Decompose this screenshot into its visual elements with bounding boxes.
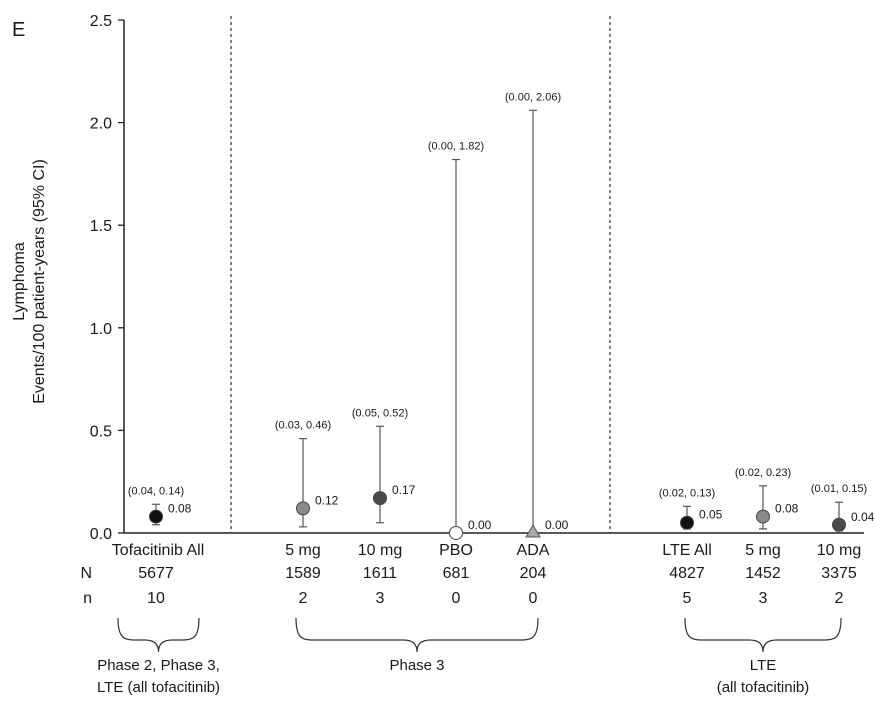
- category-n-value: 3: [376, 590, 385, 607]
- group-label: (all tofacitinib): [717, 679, 810, 696]
- y-axis-label-line-2: Events/100 patient-years (95% CI): [31, 159, 48, 404]
- category-n-value: 2: [299, 590, 308, 607]
- group-braces: Phase 2, Phase 3, LTE (all tofacitinib) Ph…: [97, 617, 842, 696]
- category-label: 10 mg: [358, 542, 402, 559]
- category-N-value: 1611: [363, 565, 398, 582]
- category-label: 5 mg: [745, 542, 781, 559]
- value-label: 0.08: [775, 502, 799, 516]
- data-point: [525, 524, 541, 538]
- data-point: [832, 517, 846, 532]
- category-N-value: 1589: [285, 565, 321, 582]
- ci-label: (0.01, 0.15): [811, 483, 867, 495]
- data-point-group: 0.17 (0.05, 0.52): [352, 407, 416, 524]
- data-point-group: 0.00 (0.00, 1.82): [428, 141, 492, 540]
- category-N-value: 204: [520, 565, 547, 582]
- ci-label: (0.04, 0.14): [128, 485, 184, 497]
- data-point: [373, 491, 387, 506]
- data-point-group: 0.12 (0.03, 0.46): [275, 420, 339, 528]
- group-brace: [684, 617, 842, 653]
- axes: [123, 20, 864, 534]
- data-point-group: 0.00 (0.00, 2.06): [505, 91, 569, 538]
- category-N-value: 3375: [821, 565, 857, 582]
- category-N-value: 5677: [138, 565, 174, 582]
- data-point-group: 0.04 (0.01, 0.15): [811, 483, 875, 532]
- value-label: 0.12: [315, 493, 339, 507]
- category-label: LTE All: [662, 542, 712, 559]
- value-label: 0.08: [168, 502, 192, 516]
- category-n-value: 0: [529, 590, 538, 607]
- y-ticks: 0.0 0.5 1.0 1.5 2.0 2.5: [90, 13, 124, 543]
- value-label: 0.00: [468, 518, 492, 532]
- group-label: Phase 3: [389, 657, 444, 674]
- data-point: [756, 509, 770, 524]
- panel-letter: E: [12, 19, 25, 41]
- data-point: [680, 515, 694, 530]
- ci-label: (0.00, 2.06): [505, 91, 561, 103]
- y-tick-label: 1.5: [90, 218, 112, 235]
- category-labels: Nn Tofacitinib All 5677 10 5 mg 1589 2 10 mg 161…: [80, 542, 861, 607]
- data-point-group: 0.08 (0.04, 0.14): [128, 485, 192, 526]
- category-n-value: 0: [452, 590, 461, 607]
- group-label: LTE (all tofacitinib): [97, 679, 220, 696]
- y-tick-label: 2.5: [90, 13, 112, 30]
- group-brace: [117, 617, 200, 653]
- data-point-group: 0.08 (0.02, 0.23): [735, 467, 799, 530]
- row-label-n: n: [83, 590, 92, 607]
- y-tick-label: 1.0: [90, 321, 112, 338]
- y-tick-label: 0.0: [90, 526, 112, 543]
- category-n-value: 10: [147, 590, 165, 607]
- group-label: LTE: [750, 657, 776, 674]
- value-label: 0.00: [545, 518, 569, 532]
- row-label-N: N: [80, 565, 92, 582]
- category-label: 10 mg: [817, 542, 861, 559]
- value-label: 0.04: [851, 510, 875, 524]
- category-N-value: 4827: [669, 565, 705, 582]
- y-axis-label: Lymphoma Events/100 patient-years (95% C…: [11, 159, 48, 404]
- data-point-group: 0.05 (0.02, 0.13): [659, 487, 723, 530]
- ci-label: (0.05, 0.52): [352, 407, 408, 419]
- group-label: Phase 2, Phase 3,: [97, 657, 220, 674]
- y-tick-label: 0.5: [90, 423, 112, 440]
- category-N-value: 1452: [745, 565, 781, 582]
- category-N-value: 681: [443, 565, 470, 582]
- ci-label: (0.00, 1.82): [428, 141, 484, 153]
- data-point: [449, 526, 463, 540]
- ci-label: (0.02, 0.13): [659, 487, 715, 499]
- ci-label: (0.03, 0.46): [275, 420, 331, 432]
- y-tick-label: 2.0: [90, 116, 112, 133]
- category-n-value: 2: [835, 590, 844, 607]
- category-n-value: 5: [683, 590, 692, 607]
- category-label: 5 mg: [285, 542, 321, 559]
- data-marks: 0.08 (0.04, 0.14) 0.12 (0.03, 0.46) 0.17 (0.0…: [128, 91, 875, 540]
- category-label: Tofacitinib All: [112, 542, 205, 559]
- data-point: [149, 509, 163, 524]
- data-point: [296, 501, 310, 516]
- group-brace: [295, 617, 539, 653]
- category-label: ADA: [517, 542, 550, 559]
- category-label: PBO: [439, 542, 473, 559]
- ci-label: (0.02, 0.23): [735, 467, 791, 479]
- y-axis-label-line-1: Lymphoma: [11, 242, 28, 321]
- separators: [230, 16, 611, 533]
- value-label: 0.05: [699, 508, 723, 522]
- category-n-value: 3: [759, 590, 768, 607]
- value-label: 0.17: [392, 483, 416, 497]
